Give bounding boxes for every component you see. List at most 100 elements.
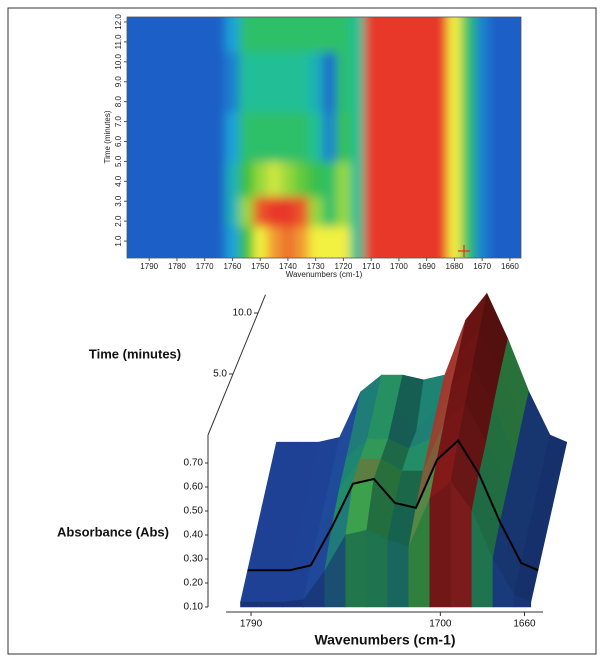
heat-cell bbox=[336, 52, 350, 112]
heat-cell bbox=[239, 52, 253, 112]
heat-cell bbox=[142, 112, 156, 162]
heat-cell bbox=[503, 52, 537, 112]
heat-cell bbox=[253, 112, 267, 162]
heat-cell bbox=[212, 161, 226, 196]
heat-cell bbox=[378, 112, 392, 162]
surface-front bbox=[346, 530, 367, 607]
heat-cell bbox=[239, 196, 253, 226]
heat-cell bbox=[447, 161, 461, 196]
heat-cell bbox=[295, 161, 309, 196]
x-tick-label: 1700 bbox=[390, 262, 408, 271]
heat-cell bbox=[447, 112, 461, 162]
heat-cell bbox=[142, 161, 156, 196]
heat-cell bbox=[503, 112, 537, 162]
heat-cell bbox=[475, 196, 489, 226]
heat-cell bbox=[198, 52, 212, 112]
heat-cell bbox=[226, 112, 240, 162]
heat-cell bbox=[392, 52, 406, 112]
x-tick-label: 1750 bbox=[251, 262, 269, 271]
x-tick-label: 1790 bbox=[140, 262, 158, 271]
x-axis-label: Wavenumbers (cm-1) bbox=[286, 270, 363, 279]
x-tick-label: 1770 bbox=[196, 262, 214, 271]
heat-cell bbox=[281, 112, 295, 162]
heat-cell bbox=[198, 196, 212, 226]
y-tick-label: 11.0 bbox=[114, 34, 123, 50]
heat-cell bbox=[226, 52, 240, 112]
heat-cell bbox=[184, 161, 198, 196]
heat-cell bbox=[267, 161, 281, 196]
heat-cell bbox=[226, 161, 240, 196]
y-tick-label: 7.0 bbox=[114, 115, 123, 127]
heat-cell bbox=[323, 161, 337, 196]
heat-cell bbox=[267, 52, 281, 112]
heat-cell bbox=[198, 161, 212, 196]
heat-cell bbox=[420, 196, 434, 226]
heat-cell bbox=[170, 52, 184, 112]
y-tick-label: 1.0 bbox=[114, 235, 123, 247]
heat-cell bbox=[239, 161, 253, 196]
x-tick-label: 1710 bbox=[362, 262, 380, 271]
heat-cell bbox=[170, 196, 184, 226]
heat-cell bbox=[212, 196, 226, 226]
heat-cell bbox=[156, 112, 170, 162]
y-axis-label: Absorbance (Abs) bbox=[57, 524, 169, 539]
heat-cell bbox=[406, 112, 420, 162]
t-tick-label: 10.0 bbox=[233, 308, 253, 319]
x-tick-label: 1740 bbox=[279, 262, 297, 271]
heat-cell bbox=[253, 161, 267, 196]
x-tick-label: 1720 bbox=[335, 262, 353, 271]
heat-cell bbox=[350, 112, 364, 162]
heat-cell bbox=[378, 161, 392, 196]
x-tick-label: 1660 bbox=[513, 619, 536, 630]
heat-cell bbox=[184, 112, 198, 162]
surface-front bbox=[262, 602, 283, 607]
heat-cell bbox=[392, 112, 406, 162]
figure: Wavenumbers (cm-1) Time (minutes) Time (… bbox=[0, 0, 604, 662]
heatmap bbox=[108, 0, 537, 279]
heat-cell bbox=[281, 161, 295, 196]
heat-cell bbox=[142, 52, 156, 112]
heat-cell bbox=[212, 52, 226, 112]
heat-cell bbox=[156, 52, 170, 112]
heat-cell bbox=[309, 161, 323, 196]
y-tick-label: 12.0 bbox=[114, 14, 123, 30]
heat-cell bbox=[295, 112, 309, 162]
x-tick-label: 1760 bbox=[224, 262, 242, 271]
x-tick-label: 1780 bbox=[168, 262, 186, 271]
heat-cell bbox=[447, 52, 461, 112]
heat-cell bbox=[108, 226, 142, 278]
heat-cell bbox=[350, 52, 364, 112]
y-tick-label: 0.50 bbox=[184, 506, 204, 517]
heat-cell bbox=[336, 161, 350, 196]
y-tick-label: 0.60 bbox=[184, 482, 204, 493]
x-tick-label: 1670 bbox=[473, 262, 491, 271]
y-tick-label: 8.0 bbox=[114, 96, 123, 108]
heat-cell bbox=[226, 196, 240, 226]
heat-cell bbox=[364, 196, 378, 226]
heat-cell bbox=[434, 196, 448, 226]
heat-cell bbox=[309, 196, 323, 226]
heat-cell bbox=[184, 196, 198, 226]
heat-cell bbox=[461, 52, 475, 112]
y-tick-label: 2.0 bbox=[114, 215, 123, 227]
heat-cell bbox=[378, 52, 392, 112]
heat-cell bbox=[364, 161, 378, 196]
heat-cell bbox=[267, 112, 281, 162]
y-tick-label: 0.20 bbox=[184, 578, 204, 589]
heat-cell bbox=[475, 112, 489, 162]
heat-cell bbox=[392, 196, 406, 226]
heat-cell bbox=[420, 112, 434, 162]
heat-cell bbox=[434, 52, 448, 112]
heat-cell bbox=[156, 161, 170, 196]
heat-cell bbox=[461, 196, 475, 226]
heat-cell bbox=[489, 112, 503, 162]
heat-cell bbox=[267, 196, 281, 226]
heatmap-cells bbox=[108, 0, 537, 279]
heat-cell bbox=[364, 112, 378, 162]
surface-front bbox=[388, 540, 409, 607]
surface-front bbox=[367, 530, 388, 607]
surface-front bbox=[241, 602, 262, 607]
heat-cell bbox=[503, 161, 537, 196]
heat-cell bbox=[475, 161, 489, 196]
y-tick-label: 0.10 bbox=[184, 602, 204, 613]
